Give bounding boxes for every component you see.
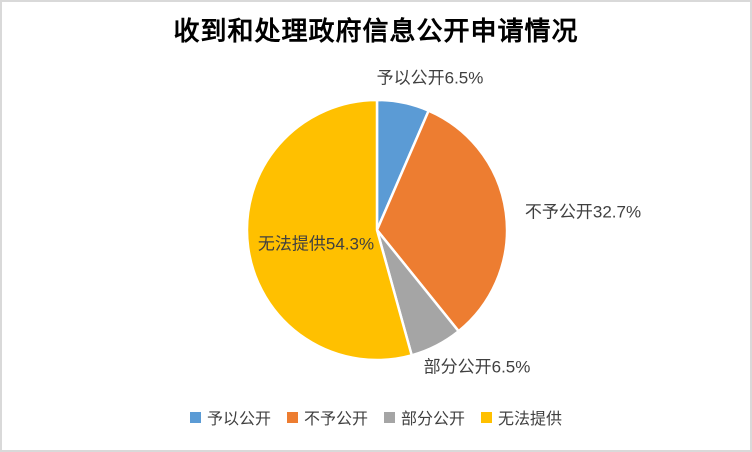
legend-swatch-denied: [286, 411, 298, 423]
data-label-partial: 部分公开6.5%: [423, 357, 531, 377]
data-label-denied: 不予公开32.7%: [524, 202, 642, 222]
legend-label-denied: 不予公开: [303, 411, 368, 428]
data-label-granted: 予以公开6.5%: [376, 68, 484, 88]
legend-label-granted: 予以公开: [206, 411, 271, 428]
legend-item-partial[interactable]: 部分公开: [384, 405, 465, 429]
legend-item-denied[interactable]: 不予公开: [286, 405, 368, 429]
data-label-unavailable: 无法提供54.3%: [257, 234, 375, 254]
pie-slice-denied[interactable]: [375, 109, 509, 333]
legend: 予以公开 不予公开 部分公开 无法提供: [2, 405, 750, 429]
legend-swatch-granted: [189, 411, 201, 423]
pie-slice-unavailable[interactable]: [245, 98, 413, 362]
legend-swatch-unavailable: [481, 411, 493, 423]
legend-item-unavailable[interactable]: 无法提供: [481, 405, 562, 429]
legend-item-granted[interactable]: 予以公开: [189, 405, 271, 429]
legend-label-partial: 部分公开: [401, 411, 466, 428]
legend-swatch-partial: [384, 411, 395, 423]
chart-title: 收到和处理政府信息公开申请情况: [173, 17, 579, 46]
legend-label-unavailable: 无法提供: [498, 411, 563, 428]
